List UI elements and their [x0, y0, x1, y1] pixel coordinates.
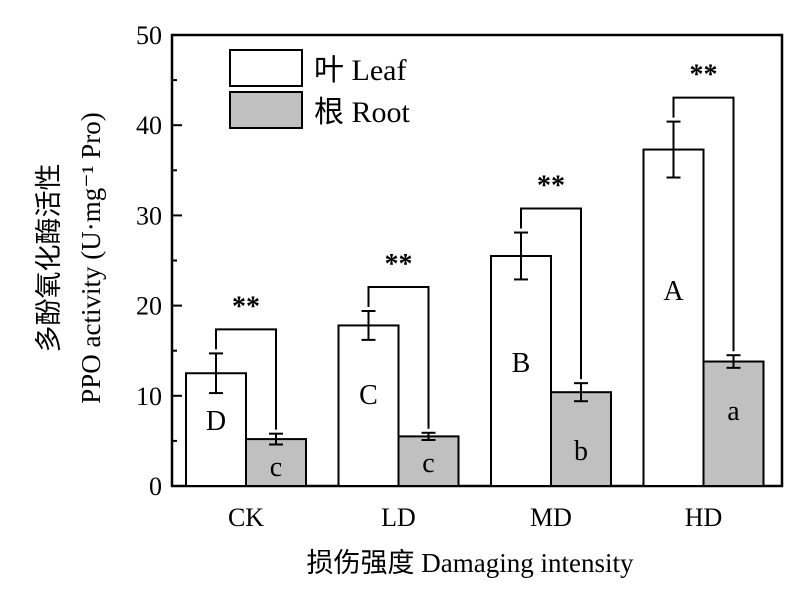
legend-label-leaf: 叶 Leaf	[314, 54, 406, 87]
legend-swatch-root	[229, 91, 303, 129]
y-tick-label: 50	[136, 21, 162, 50]
significance-bracket	[215, 328, 277, 430]
significance-bracket	[672, 96, 735, 352]
bar-leaf	[185, 372, 247, 487]
letter-leaf: C	[359, 380, 378, 411]
letter-root: a	[727, 396, 740, 427]
y-axis-title-chinese: 多酚氧化酶活性	[34, 164, 64, 353]
y-axis-title-english: PPO activity (U·mg⁻¹ Pro)	[76, 112, 106, 404]
x-tick-label: LD	[381, 503, 416, 532]
letter-root: c	[270, 452, 282, 483]
letter-leaf: A	[663, 276, 684, 307]
significance-bracket	[520, 207, 582, 380]
bar-leaf	[337, 324, 400, 487]
bar-leaf	[642, 148, 705, 488]
y-tick-label: 0	[149, 472, 162, 501]
plot-area: 0 10 20 30 40 50 CK Dc ** LD Cc ** MD Bb ** HD Aa **	[136, 21, 784, 532]
significance-label: **	[232, 291, 260, 322]
x-tick-label: MD	[530, 503, 572, 532]
bar-root	[397, 435, 460, 488]
y-tick-label: 10	[136, 382, 162, 411]
y-tick-label: 20	[136, 292, 162, 321]
x-tick-label: CK	[228, 503, 264, 532]
y-tick-label: 40	[136, 111, 162, 140]
x-tick-label: HD	[685, 503, 723, 532]
y-tick-label: 30	[136, 201, 162, 230]
significance-label: **	[690, 60, 718, 91]
legend-swatch-leaf	[229, 49, 303, 87]
legend: 叶 Leaf 根 Root	[229, 49, 411, 129]
x-axis-title: 损伤强度 Damaging intensity	[307, 548, 634, 578]
significance-bracket	[367, 286, 430, 429]
significance-label: **	[385, 249, 413, 280]
significance-label: **	[537, 171, 565, 202]
bar-root	[702, 360, 765, 487]
letter-root: b	[574, 436, 588, 467]
letter-leaf: D	[206, 406, 226, 437]
bar-root	[550, 391, 612, 487]
letter-root: c	[422, 448, 434, 479]
legend-label-root: 根 Root	[314, 96, 411, 129]
letter-leaf: B	[512, 348, 531, 379]
